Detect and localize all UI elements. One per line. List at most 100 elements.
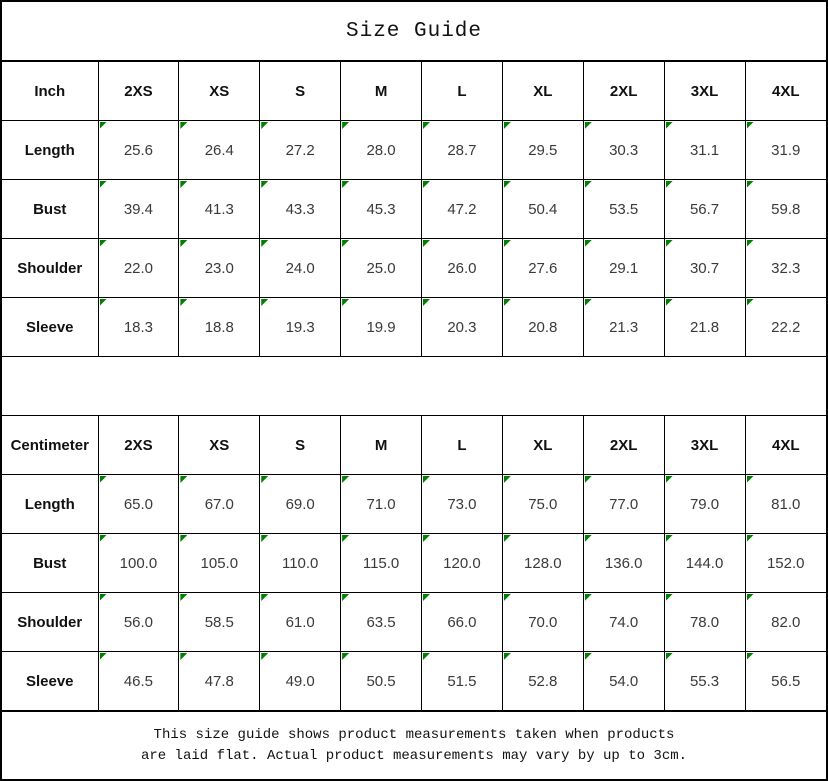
size-value-cell: 20.3 xyxy=(421,297,503,357)
corner-marker-icon xyxy=(99,594,107,601)
size-value: 30.3 xyxy=(609,141,639,159)
size-value: 39.4 xyxy=(123,200,154,218)
measurement-row: Bust 100.0 105.0 110.0 115.0 120.0 128.0… xyxy=(2,533,826,593)
corner-marker-icon xyxy=(342,653,350,660)
corner-marker-icon xyxy=(342,594,350,601)
corner-marker-icon xyxy=(746,594,754,601)
row-label: Sleeve xyxy=(2,651,99,711)
size-value-cell: 29.5 xyxy=(501,120,584,180)
size-value-cell: 30.7 xyxy=(663,238,746,298)
corner-marker-icon xyxy=(180,299,188,306)
size-value: 27.6 xyxy=(528,259,558,277)
corner-marker-icon xyxy=(423,299,430,306)
corner-marker-icon xyxy=(261,535,269,542)
size-value-cell: 21.3 xyxy=(582,297,665,357)
corner-marker-icon xyxy=(342,535,350,542)
measurement-row: Sleeve 18.3 18.8 19.3 19.9 20.3 20.8 21.… xyxy=(2,297,826,357)
size-value-cell: 75.0 xyxy=(501,474,584,534)
corner-marker-icon xyxy=(423,476,430,483)
size-value: 120.0 xyxy=(443,554,481,572)
size-value: 21.3 xyxy=(609,318,639,336)
size-value: 20.8 xyxy=(528,318,558,336)
size-value-cell: 54.0 xyxy=(582,651,665,711)
corner-marker-icon xyxy=(180,122,188,129)
size-value: 45.3 xyxy=(366,200,396,218)
size-column-header: 2XS xyxy=(97,415,180,475)
corner-marker-icon xyxy=(503,594,511,601)
corner-marker-icon xyxy=(746,122,754,129)
inch-header-row: Inch 2XS XS S M L XL 2XL 3XL 4XL xyxy=(2,61,826,121)
size-value: 21.8 xyxy=(689,318,720,336)
size-value-cell: 18.8 xyxy=(178,297,261,357)
size-value: 22.0 xyxy=(123,259,154,277)
inch-table: Inch 2XS XS S M L XL 2XL 3XL 4XL Length … xyxy=(2,61,826,357)
size-value: 56.5 xyxy=(771,672,801,690)
size-value: 79.0 xyxy=(689,495,720,513)
size-value: 41.3 xyxy=(204,200,234,218)
corner-marker-icon xyxy=(342,181,350,188)
size-column-header: 4XL xyxy=(744,415,826,475)
size-column-header: M xyxy=(340,415,422,475)
size-value-cell: 65.0 xyxy=(97,474,180,534)
size-value: 20.3 xyxy=(447,318,477,336)
measurement-row: Bust 39.4 41.3 43.3 45.3 47.2 50.4 53.5 … xyxy=(2,179,826,239)
size-value: 77.0 xyxy=(609,495,639,513)
size-value-cell: 31.1 xyxy=(663,120,746,180)
size-value: 32.3 xyxy=(771,259,801,277)
corner-marker-icon xyxy=(423,535,430,542)
size-value: 27.2 xyxy=(285,141,315,159)
size-value: 29.5 xyxy=(528,141,558,159)
corner-marker-icon xyxy=(261,594,269,601)
size-value-cell: 19.9 xyxy=(340,297,422,357)
size-value: 73.0 xyxy=(447,495,477,513)
size-value: 63.5 xyxy=(366,613,396,631)
size-column-header: XL xyxy=(501,61,584,121)
size-value-cell: 49.0 xyxy=(259,651,342,711)
corner-marker-icon xyxy=(99,299,107,306)
size-column-header: XS xyxy=(178,61,261,121)
size-value: 31.1 xyxy=(689,141,720,159)
size-value: 110.0 xyxy=(281,554,319,572)
row-label: Bust xyxy=(2,533,99,593)
size-value: 19.9 xyxy=(366,318,396,336)
size-column-header: 2XL xyxy=(582,415,665,475)
size-value: 67.0 xyxy=(204,495,234,513)
corner-marker-icon xyxy=(180,535,188,542)
corner-marker-icon xyxy=(584,181,592,188)
row-label: Shoulder xyxy=(2,592,99,652)
size-value-cell: 26.4 xyxy=(178,120,261,180)
measurement-row: Shoulder 56.0 58.5 61.0 63.5 66.0 70.0 7… xyxy=(2,592,826,652)
corner-marker-icon xyxy=(584,299,592,306)
corner-marker-icon xyxy=(503,476,511,483)
size-value: 105.0 xyxy=(200,554,239,572)
size-value: 144.0 xyxy=(685,554,724,572)
corner-marker-icon xyxy=(180,653,188,660)
corner-marker-icon xyxy=(99,122,107,129)
size-value-cell: 63.5 xyxy=(340,592,422,652)
size-value-cell: 58.5 xyxy=(178,592,261,652)
size-value-cell: 55.3 xyxy=(663,651,746,711)
size-value: 51.5 xyxy=(447,672,477,690)
size-value-cell: 82.0 xyxy=(744,592,826,652)
corner-marker-icon xyxy=(261,476,269,483)
corner-marker-icon xyxy=(180,476,188,483)
size-value: 152.0 xyxy=(766,554,805,572)
unit-header-cell: Inch xyxy=(2,61,99,121)
size-value: 31.9 xyxy=(771,141,801,159)
size-column-header: XL xyxy=(501,415,584,475)
corner-marker-icon xyxy=(746,476,754,483)
size-value: 66.0 xyxy=(447,613,477,631)
size-value: 59.8 xyxy=(771,200,801,218)
size-value-cell: 67.0 xyxy=(178,474,261,534)
size-value: 128.0 xyxy=(524,554,562,572)
size-value: 28.7 xyxy=(447,141,477,159)
footer-note: This size guide shows product measuremen… xyxy=(2,711,826,779)
size-value: 25.0 xyxy=(366,259,396,277)
table-gap xyxy=(2,357,826,415)
corner-marker-icon xyxy=(584,476,592,483)
size-value: 136.0 xyxy=(604,554,643,572)
size-value-cell: 120.0 xyxy=(421,533,503,593)
measurement-row: Shoulder 22.0 23.0 24.0 25.0 26.0 27.6 2… xyxy=(2,238,826,298)
corner-marker-icon xyxy=(584,653,592,660)
